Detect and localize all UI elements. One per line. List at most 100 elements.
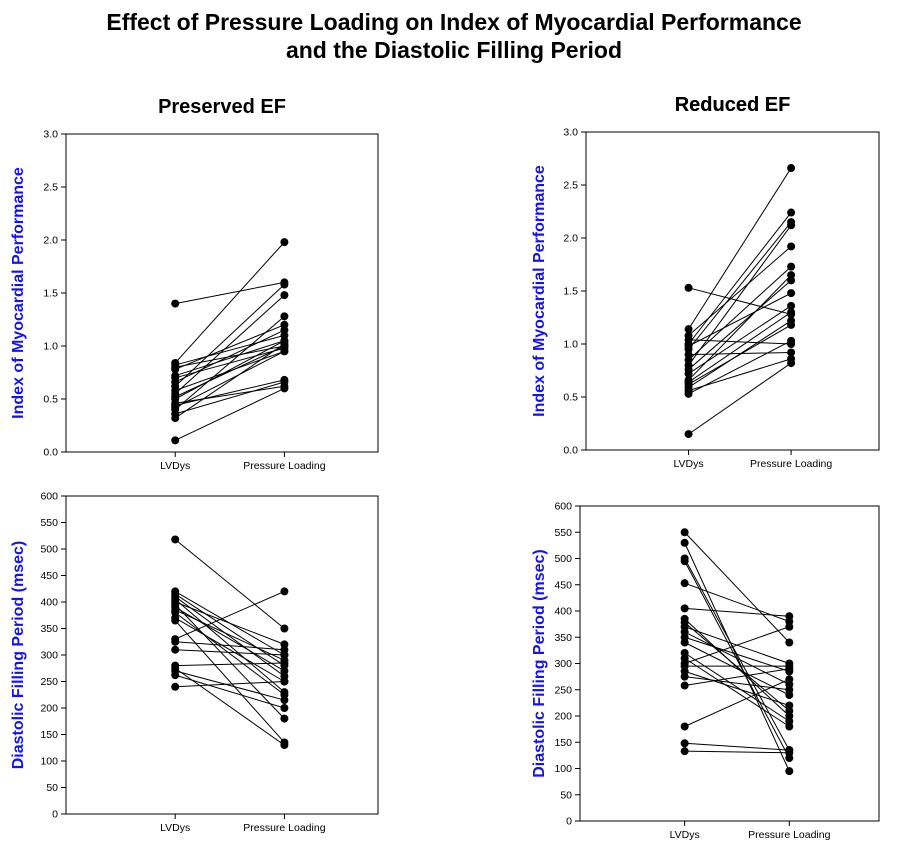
data-point <box>787 289 796 298</box>
data-point <box>171 671 180 680</box>
x-category-label: Pressure Loading <box>750 458 832 470</box>
y-tick-label: 1.5 <box>43 288 58 300</box>
data-point <box>171 299 180 308</box>
pair-line <box>688 212 792 345</box>
data-point <box>684 283 693 292</box>
data-point <box>787 164 796 173</box>
y-tick-label: 1.5 <box>563 286 578 298</box>
y-tick-label: 350 <box>554 632 572 644</box>
data-point <box>785 622 794 631</box>
pair-line <box>174 345 285 398</box>
pair-line <box>684 668 790 687</box>
y-tick-label: 100 <box>554 763 572 775</box>
data-point <box>787 316 796 325</box>
data-point <box>280 339 289 348</box>
data-point <box>785 767 794 776</box>
y-tick-label: 400 <box>554 606 572 618</box>
data-point <box>684 369 693 378</box>
x-category-label: Pressure Loading <box>748 829 830 841</box>
data-point <box>787 336 796 345</box>
pair-line <box>175 670 285 701</box>
data-point <box>280 714 289 723</box>
y-tick-label: 0.0 <box>43 447 58 459</box>
pair-line <box>688 287 792 315</box>
data-point <box>785 638 794 647</box>
data-point <box>680 681 689 690</box>
data-point <box>787 308 796 317</box>
plot-frame <box>65 133 379 453</box>
y-tick-label: 150 <box>40 729 58 741</box>
data-point <box>171 616 180 625</box>
pair-line <box>175 601 285 645</box>
data-point <box>171 637 180 646</box>
pair-line <box>688 292 792 347</box>
pair-line <box>174 617 285 682</box>
y-tick-label: 0 <box>52 809 58 821</box>
y-tick-label: 450 <box>40 570 58 582</box>
pair-line <box>174 609 285 661</box>
x-category-label: LVDys <box>160 822 190 834</box>
data-point <box>280 238 289 247</box>
pair-line <box>175 381 285 415</box>
chart-panel-1: Preserved EF 0.0 0.5 1.0 1.5 2.0 2.5 3.0 LVDys Pr… <box>10 96 379 472</box>
data-point <box>280 291 289 300</box>
pair-line <box>684 642 790 696</box>
data-point <box>680 739 689 748</box>
pair-line <box>688 167 792 330</box>
data-point <box>280 378 289 387</box>
data-point <box>280 741 289 750</box>
data-point <box>280 696 289 705</box>
pair-line <box>174 284 285 387</box>
data-point <box>785 664 794 673</box>
y-axis-label: Index of Myocardial Performance <box>531 165 548 417</box>
pair-line <box>174 604 285 719</box>
pair-line <box>174 539 285 629</box>
data-point <box>280 624 289 633</box>
data-point <box>280 280 289 289</box>
data-point <box>280 651 289 659</box>
pair-line <box>684 618 790 717</box>
pair-line <box>684 560 790 759</box>
y-tick-label: 1.0 <box>563 339 578 351</box>
pair-line <box>174 340 285 400</box>
data-point <box>684 389 693 398</box>
panel-title: Reduced EF <box>675 94 791 116</box>
y-axis-label: Index of Myocardial Performance <box>10 167 27 419</box>
pair-line <box>684 542 790 772</box>
data-point <box>280 312 289 321</box>
y-tick-label: 550 <box>40 517 58 529</box>
data-point <box>280 384 289 393</box>
y-tick-label: 2.5 <box>43 182 58 194</box>
pair-line <box>174 343 285 419</box>
x-category-label: LVDys <box>673 458 703 470</box>
pair-line <box>688 274 792 381</box>
pair-line <box>174 593 285 667</box>
y-tick-label: 500 <box>40 544 58 556</box>
pair-line <box>688 320 792 388</box>
plot-frame <box>579 505 880 822</box>
data-point <box>785 748 794 757</box>
data-point <box>785 685 794 694</box>
pair-line <box>684 631 790 685</box>
pair-line <box>174 329 285 383</box>
y-tick-label: 300 <box>40 650 58 662</box>
data-point <box>280 677 289 686</box>
data-point <box>787 221 796 230</box>
x-category-label: Pressure Loading <box>243 460 325 472</box>
y-tick-label: 0.0 <box>563 445 578 457</box>
data-point <box>680 528 689 537</box>
pair-line <box>684 531 790 643</box>
pair-line <box>684 652 790 722</box>
y-tick-label: 500 <box>554 553 572 565</box>
data-point <box>171 535 180 544</box>
data-point <box>280 587 289 596</box>
pair-line <box>175 334 285 366</box>
pair-line <box>175 641 285 651</box>
y-tick-label: 250 <box>554 684 572 696</box>
data-point <box>280 326 289 335</box>
data-point <box>680 538 689 547</box>
data-point <box>171 436 180 445</box>
data-point <box>787 301 796 310</box>
x-category-label: LVDys <box>160 460 190 472</box>
